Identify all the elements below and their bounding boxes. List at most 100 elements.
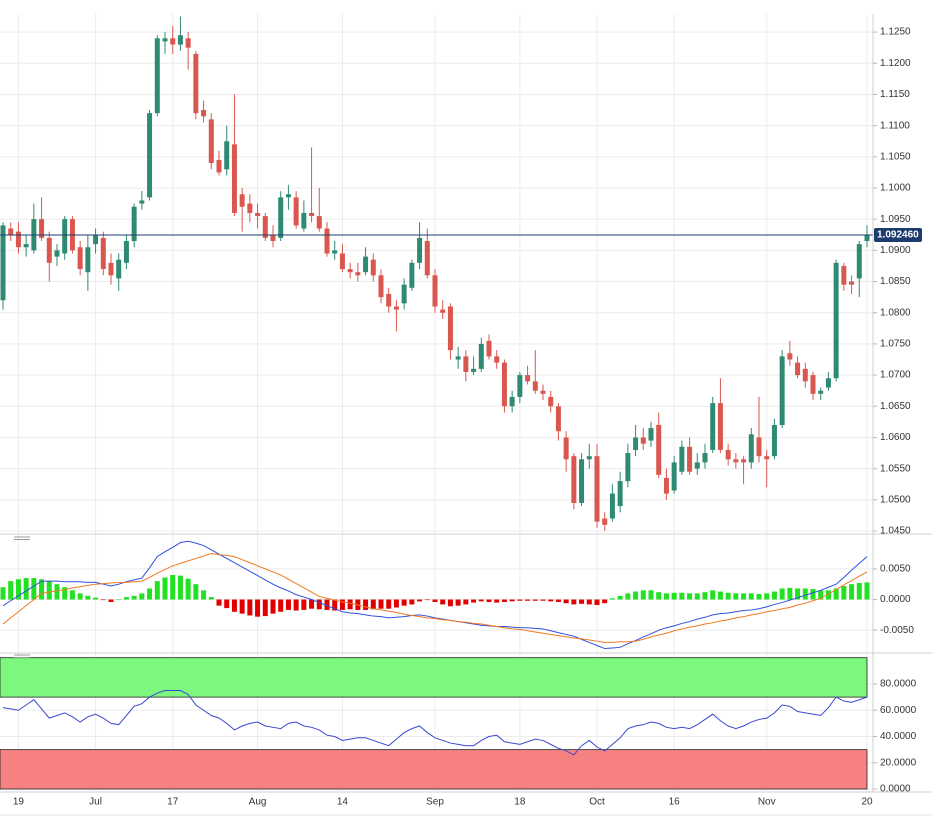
histogram-bar — [62, 587, 68, 600]
candle-body — [818, 390, 824, 394]
histogram-bar — [139, 593, 145, 600]
candle-body — [779, 356, 785, 425]
histogram-bar — [278, 599, 284, 612]
x-tick-label: 17 — [167, 797, 179, 808]
candle-body — [478, 343, 484, 369]
candle-body — [154, 38, 160, 114]
histogram-bar — [409, 599, 415, 605]
candle-body — [386, 294, 392, 307]
candle-body — [494, 356, 500, 363]
y-tick-label: 1.1100 — [880, 120, 910, 131]
candle-body — [23, 244, 29, 248]
histogram-bar — [93, 597, 99, 600]
histogram-bar — [733, 593, 739, 600]
candle-body — [15, 231, 21, 248]
histogram-bar — [270, 599, 276, 614]
candle-body — [255, 212, 261, 217]
candle-body — [278, 197, 284, 238]
histogram-bar — [710, 590, 716, 600]
candle-body — [849, 281, 855, 285]
candle-body — [39, 219, 45, 238]
histogram-bar — [23, 578, 29, 600]
x-tick-label: Sep — [426, 797, 444, 808]
histogram-bar — [262, 599, 268, 617]
histogram-bar — [702, 592, 708, 600]
histogram-bar — [856, 582, 862, 600]
candle-body — [663, 477, 669, 494]
candle-body — [802, 368, 808, 382]
panel-grip[interactable] — [14, 536, 30, 540]
histogram-bar — [69, 590, 75, 600]
candle-body — [748, 434, 754, 463]
histogram-bar — [679, 592, 685, 600]
histogram-bar — [771, 591, 777, 600]
x-tick-label: Nov — [758, 797, 776, 808]
histogram-bar — [123, 597, 129, 600]
candle-body — [162, 38, 168, 42]
histogram-bar — [0, 587, 6, 600]
candle-body — [856, 244, 862, 279]
histogram-bar — [509, 599, 515, 602]
candle-body — [201, 110, 207, 117]
candle-body — [108, 262, 114, 276]
candle-body — [208, 119, 214, 164]
histogram-bar — [417, 599, 423, 602]
y-tick-label: 1.0500 — [880, 494, 911, 505]
candle-body — [378, 275, 384, 298]
candle-body — [401, 284, 407, 304]
histogram-bar — [393, 599, 399, 608]
histogram-bar — [756, 594, 762, 600]
x-tick-label: Jul — [89, 797, 102, 808]
candle-body — [193, 53, 199, 114]
histogram-bar — [216, 599, 222, 606]
histogram-bar — [193, 584, 199, 600]
histogram-bar — [293, 599, 299, 611]
histogram-bar — [31, 578, 37, 600]
candle-body — [170, 38, 176, 45]
candle-body — [864, 234, 870, 242]
histogram-bar — [694, 593, 700, 600]
candle-body — [440, 309, 446, 313]
axis-layer: 19 Jul 17 Aug 14 Sep 18 Oct 16 Nov 20 1.0450 1.0500 1… — [0, 14, 932, 816]
candle-body — [841, 265, 847, 285]
candle-body — [563, 437, 569, 460]
x-tick-label: 19 — [13, 797, 25, 808]
candle-body — [447, 306, 453, 351]
candle-body — [525, 375, 531, 382]
panel-grip[interactable] — [14, 654, 30, 658]
candle-body — [555, 406, 561, 432]
histogram-bar — [864, 582, 870, 600]
y-tick-label: 1.0450 — [880, 526, 911, 537]
candle-body — [293, 197, 299, 226]
candle-body — [501, 362, 507, 407]
indicator-line — [2, 540, 868, 650]
histogram-bar — [687, 593, 693, 600]
rsi-zone — [0, 749, 868, 790]
y-tick-label: 1.0650 — [880, 401, 911, 412]
histogram-bar — [494, 599, 500, 603]
x-tick-label: 14 — [337, 797, 349, 808]
candle-body — [517, 375, 523, 397]
histogram-bar — [579, 599, 585, 604]
histogram-bar — [386, 599, 392, 609]
y-tick-label: 1.0600 — [880, 432, 911, 443]
candle-body — [640, 437, 646, 444]
histogram-bar — [401, 599, 407, 606]
candle-body — [285, 194, 291, 198]
candle-body — [540, 390, 546, 394]
last-price-badge — [874, 228, 922, 243]
candle-body — [62, 219, 68, 254]
candle-body — [656, 424, 662, 475]
histogram-bar — [540, 599, 546, 601]
histogram-bar — [818, 590, 824, 600]
candle-body — [239, 194, 245, 207]
candle-body — [432, 275, 438, 307]
histogram-bar — [154, 581, 160, 600]
candle-body — [370, 259, 376, 276]
histogram-bar — [15, 579, 21, 600]
last-price-label: 1.092460 — [877, 230, 919, 241]
histogram-bar — [77, 593, 83, 600]
candle-body — [85, 247, 91, 273]
histogram-bar — [347, 599, 353, 610]
indicator-line — [2, 553, 868, 643]
